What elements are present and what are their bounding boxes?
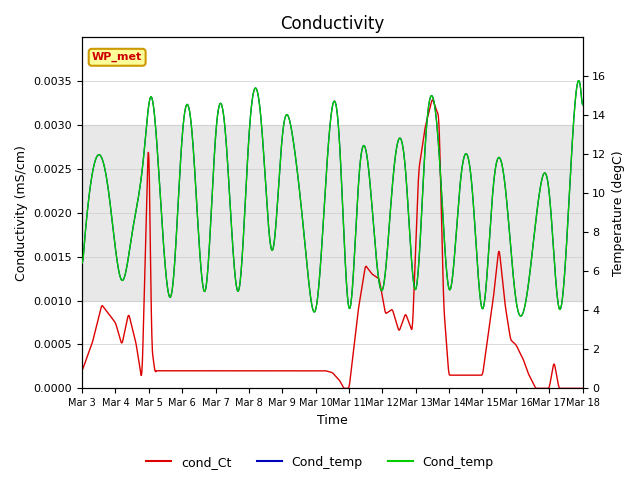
Text: WP_met: WP_met — [92, 52, 142, 62]
Y-axis label: Temperature (degC): Temperature (degC) — [612, 150, 625, 276]
Bar — [82, 125, 582, 300]
X-axis label: Time: Time — [317, 414, 348, 427]
Y-axis label: Conductivity (mS/cm): Conductivity (mS/cm) — [15, 145, 28, 281]
Title: Conductivity: Conductivity — [280, 15, 385, 33]
Legend: cond_Ct, Cond_temp, Cond_temp: cond_Ct, Cond_temp, Cond_temp — [141, 451, 499, 474]
